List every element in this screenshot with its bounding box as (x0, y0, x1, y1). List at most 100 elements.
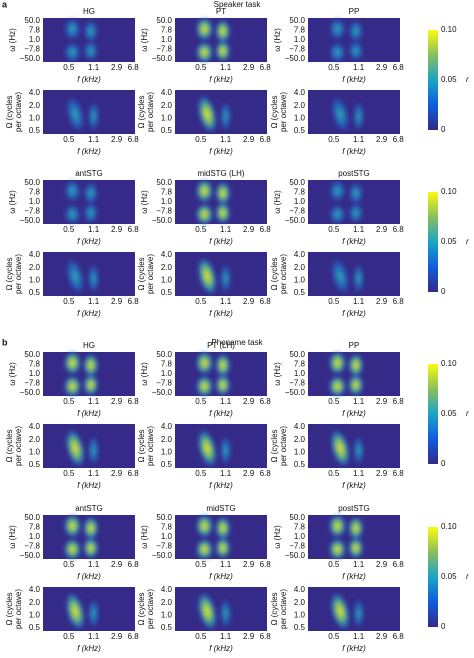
x-tick-label: 6.8 (260, 63, 272, 72)
x-axis-label: f (kHz) (209, 147, 233, 156)
y-axis-label: per octave) (279, 254, 288, 294)
y-tick-label: −50.0 (20, 388, 41, 397)
y-tick-label: 0.5 (29, 288, 41, 297)
blob (330, 591, 351, 631)
y-axis-label: ω (Hz) (273, 362, 282, 386)
blob (214, 181, 231, 206)
y-tick-label: 1.0 (29, 197, 41, 206)
blob (214, 353, 231, 378)
blob (330, 94, 351, 134)
x-tick-label: 1.1 (353, 225, 365, 234)
blob (214, 19, 231, 44)
x-axis-label: f (kHz) (209, 75, 233, 84)
heatmap-blobs (197, 591, 232, 631)
x-tick-label: 6.8 (260, 297, 272, 306)
blob (87, 434, 100, 467)
panel-title: postSTG (338, 169, 370, 178)
blob (63, 17, 82, 41)
y-tick-label: −50.0 (20, 216, 41, 225)
y-axis-label: ω (Hz) (140, 525, 149, 549)
x-axis-label: f (kHz) (209, 237, 233, 246)
blob (82, 353, 99, 378)
x-tick-label: 0.5 (195, 135, 207, 144)
x-tick-label: 0.5 (63, 397, 75, 406)
y-tick-label: 1.0 (294, 113, 306, 122)
heatmap-blobs (63, 514, 99, 561)
y-tick-label: −7.8 (156, 379, 172, 388)
x-tick-label: 1.1 (220, 469, 232, 478)
x-tick-label: 2.9 (243, 135, 255, 144)
x-tick-label: 0.5 (195, 225, 207, 234)
y-tick-label: 0.5 (161, 126, 173, 135)
y-tick-label: −50.0 (152, 551, 173, 560)
colorbar-label: r (466, 75, 469, 84)
x-tick-label: 2.9 (243, 397, 255, 406)
y-tick-label: 50.0 (156, 350, 172, 359)
y-tick-label: 1.0 (29, 447, 41, 456)
y-tick-label: 1.0 (294, 532, 306, 541)
blob (328, 538, 347, 561)
y-tick-label: 50.0 (24, 513, 40, 522)
x-tick-label: 0.5 (195, 560, 207, 569)
y-tick-label: 2.0 (29, 598, 41, 607)
blob (347, 181, 364, 206)
x-tick-label: 2.9 (111, 135, 123, 144)
blob (352, 434, 365, 467)
y-tick-label: 1.0 (161, 35, 173, 44)
y-tick-label: 1.0 (29, 369, 41, 378)
x-tick-label: 2.9 (243, 632, 255, 641)
blob (82, 202, 99, 224)
blob (352, 262, 365, 295)
blob (328, 179, 347, 203)
x-tick-label: 2.9 (111, 560, 123, 569)
blob (328, 375, 347, 398)
x-tick-label: 1.1 (353, 63, 365, 72)
blob (214, 537, 231, 559)
y-tick-label: 50.0 (156, 16, 172, 25)
heatmap-blobs (197, 256, 232, 296)
x-axis-label: f (kHz) (209, 409, 233, 418)
blob (82, 516, 99, 541)
y-tick-label: 2.0 (294, 598, 306, 607)
x-tick-label: 1.1 (88, 135, 100, 144)
x-axis-label: f (kHz) (342, 75, 366, 84)
blob (214, 516, 231, 541)
y-tick-label: 50.0 (24, 350, 40, 359)
y-tick-label: 50.0 (156, 513, 172, 522)
x-tick-label: 2.9 (243, 297, 255, 306)
x-axis-label: f (kHz) (209, 644, 233, 653)
blob (195, 351, 214, 375)
x-tick-label: 0.5 (195, 469, 207, 478)
x-axis-label: f (kHz) (77, 75, 101, 84)
blob (195, 203, 214, 226)
y-tick-label: 1.0 (294, 447, 306, 456)
y-tick-label: 2.0 (294, 263, 306, 272)
blob (63, 203, 82, 226)
x-tick-label: 1.1 (353, 632, 365, 641)
blob (347, 374, 364, 396)
x-tick-label: 1.1 (88, 397, 100, 406)
x-tick-label: 1.1 (220, 297, 232, 306)
y-axis-label: ω (Hz) (8, 190, 17, 214)
blob (328, 514, 347, 538)
y-tick-label: −50.0 (285, 551, 306, 560)
y-tick-label: −7.8 (24, 207, 40, 216)
heatmap-blobs (63, 351, 99, 398)
blob (195, 375, 214, 398)
blob (219, 262, 232, 295)
y-tick-label: 7.8 (294, 523, 306, 532)
x-tick-label: 0.5 (195, 297, 207, 306)
blob (65, 256, 86, 296)
y-axis-label: per octave) (14, 92, 23, 132)
x-tick-label: 6.8 (260, 397, 272, 406)
heatmap-blobs (328, 17, 364, 64)
blob (87, 100, 100, 133)
y-axis-label: Ω (cycles (137, 95, 146, 128)
x-tick-label: 2.9 (243, 469, 255, 478)
y-axis-label: ω (Hz) (273, 28, 282, 52)
x-tick-label: 6.8 (393, 632, 405, 641)
y-tick-label: 2.0 (161, 435, 173, 444)
heatmap-blobs (330, 256, 365, 296)
x-tick-label: 1.1 (88, 63, 100, 72)
x-axis-label: f (kHz) (342, 237, 366, 246)
